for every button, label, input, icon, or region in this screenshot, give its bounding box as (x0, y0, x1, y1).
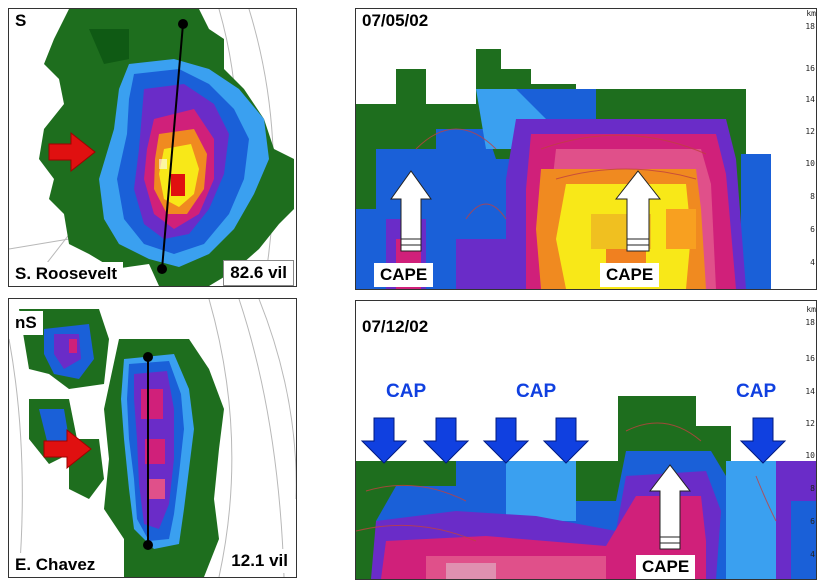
date-label: 07/12/02 (356, 315, 435, 339)
down-arrow-icon (739, 417, 787, 464)
down-arrow-icon (542, 417, 590, 464)
up-arrow-icon (390, 170, 432, 252)
axis-tick: 14 (805, 95, 815, 104)
up-arrow-icon (614, 170, 662, 252)
axis-tick: 10 (805, 451, 815, 460)
axis-tick: 10 (805, 159, 815, 168)
cap-label: CAP (736, 381, 777, 402)
down-arrow-icon (482, 417, 530, 464)
vil-label: 12.1 vil (225, 549, 294, 573)
radar-cross-section-image (356, 396, 816, 579)
cap-label: CAP (516, 381, 557, 402)
radar-panel-top-left: S S. Roosevelt 82.6 vil (8, 8, 297, 287)
corner-label: nS (9, 311, 43, 335)
axis-tick: 14 (805, 387, 815, 396)
axis-tick: 16 (805, 64, 815, 73)
axis-tick: 6 (810, 225, 815, 234)
cross-section-panel-top-right: 07/05/02 CAPE CAPE km 18 16 14 12 10 8 6… (355, 8, 817, 290)
axis-tick: 12 (805, 127, 815, 136)
axis-unit: km (806, 9, 816, 18)
radar-plan-view-image (9, 9, 294, 286)
cape-label: CAPE (636, 555, 696, 579)
axis-tick: 18 (805, 22, 815, 31)
cape-label: CAPE (600, 263, 660, 287)
cross-section-panel-bottom-right: 07/12/02 CAP CAP CAP CAPE km 18 16 14 12… (355, 300, 817, 580)
cape-label: CAPE (374, 263, 434, 287)
red-arrow-icon (43, 428, 92, 470)
axis-tick: 8 (810, 192, 815, 201)
down-arrow-icon (360, 417, 408, 464)
axis-tick: 8 (810, 484, 815, 493)
radar-panel-bottom-left: nS E. Chavez 12.1 vil (8, 298, 297, 578)
up-arrow-icon (648, 464, 692, 550)
station-label: E. Chavez (9, 553, 102, 577)
axis-tick: 6 (810, 517, 815, 526)
vil-label: 82.6 vil (223, 260, 294, 286)
corner-label: S (9, 9, 33, 33)
date-label: 07/05/02 (356, 9, 435, 33)
red-arrow-icon (48, 131, 96, 173)
cap-label: CAP (386, 381, 427, 402)
radar-cross-section-image (356, 49, 816, 289)
down-arrow-icon (422, 417, 470, 464)
axis-tick: 18 (805, 318, 815, 327)
axis-unit: km (806, 305, 816, 314)
axis-tick: 4 (810, 258, 815, 267)
axis-tick: 16 (805, 354, 815, 363)
station-label: S. Roosevelt (9, 262, 124, 286)
radar-plan-view-image (9, 299, 296, 577)
axis-tick: 4 (810, 550, 815, 559)
axis-tick: 12 (805, 419, 815, 428)
